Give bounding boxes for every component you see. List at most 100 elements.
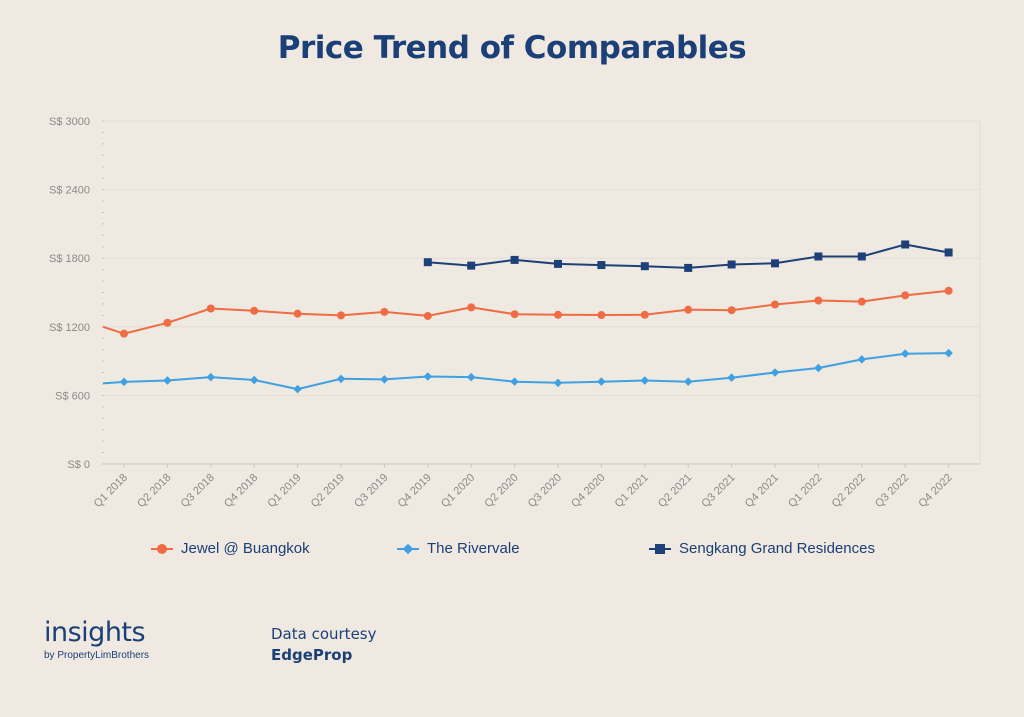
legend-label-sengkang: Sengkang Grand Residences [679, 540, 875, 557]
x-tick-label: Q4 2018 [222, 472, 260, 510]
x-tick-label: Q3 2020 [526, 472, 564, 510]
data-point [771, 259, 779, 268]
data-credit: Data courtesy EdgeProp [271, 624, 376, 666]
data-point [683, 377, 693, 386]
data-point [640, 310, 649, 319]
data-point [337, 311, 345, 320]
data-point [727, 260, 736, 269]
x-tick-label: Q2 2022 [830, 472, 868, 510]
x-tick-label: Q2 2019 [309, 472, 347, 510]
legend-marker-sengkang [649, 542, 671, 556]
data-point [510, 377, 519, 386]
data-point [814, 296, 823, 305]
y-tick-label: S$ 600 [55, 390, 90, 402]
data-point [293, 309, 302, 318]
x-tick-label: Q4 2021 [743, 472, 781, 510]
y-tick-label: S$ 1800 [49, 253, 90, 265]
data-point [814, 252, 823, 261]
legend-marker-rivervale [397, 542, 419, 556]
legend-item-jewel[interactable]: Jewel @ Buangkok [151, 540, 310, 557]
data-point [163, 376, 172, 385]
data-point [814, 363, 823, 373]
data-point [206, 304, 215, 313]
x-tick-label: Q1 2022 [786, 472, 824, 510]
x-tick-label: Q2 2018 [135, 472, 173, 510]
data-point [206, 372, 216, 382]
y-tick-label: S$ 2400 [49, 185, 90, 197]
x-tick-label: Q1 2021 [613, 472, 651, 510]
data-point [771, 300, 779, 309]
data-point [163, 318, 172, 327]
plot-area [103, 121, 980, 464]
x-tick-label: Q2 2021 [656, 472, 694, 510]
data-point [597, 261, 606, 270]
y-tick-label: S$ 3000 [49, 116, 90, 128]
data-point [727, 373, 736, 382]
data-point [857, 355, 867, 364]
data-point [467, 261, 476, 270]
data-point [380, 307, 389, 316]
data-point [597, 377, 606, 386]
data-point [597, 311, 606, 320]
data-point [119, 377, 129, 387]
series-group [102, 240, 953, 394]
brand-logo-sub: by PropertyLimBrothers [44, 650, 150, 661]
credit-label: Data courtesy [271, 625, 377, 643]
data-point [857, 297, 866, 306]
x-tick-label: Q4 2022 [916, 472, 954, 510]
data-point [770, 368, 780, 377]
x-tick-label: Q3 2022 [873, 472, 911, 510]
legend-marker-jewel [151, 542, 173, 556]
x-tick-label: Q1 2019 [265, 472, 303, 510]
data-point [640, 376, 650, 385]
data-point [510, 255, 519, 264]
brand-logo: insights by PropertyLimBrothers [44, 617, 150, 662]
x-tick-label: Q4 2019 [396, 472, 434, 510]
data-point [554, 310, 562, 319]
legend-label-rivervale: The Rivervale [427, 540, 520, 557]
data-point [293, 384, 302, 394]
data-point [857, 252, 866, 261]
x-tick-label: Q3 2018 [179, 472, 217, 510]
data-point [901, 240, 910, 249]
data-point [423, 258, 432, 267]
data-point [423, 311, 432, 320]
data-point [684, 263, 693, 272]
data-point [684, 305, 693, 314]
chart-title: Price Trend of Comparables [277, 30, 747, 66]
legend: Jewel @ Buangkok The Rivervale Sengkang … [0, 540, 1024, 564]
data-point [466, 372, 476, 382]
x-tick-label: Q4 2020 [569, 472, 607, 510]
data-point [554, 259, 562, 268]
brand-logo-main: insights [44, 617, 146, 648]
data-point [467, 303, 476, 312]
data-point [900, 349, 910, 358]
data-point [336, 374, 346, 384]
y-tick-label: S$ 0 [67, 459, 90, 471]
data-point [553, 378, 563, 388]
data-point [423, 372, 433, 381]
credit-source: EdgeProp [271, 646, 353, 664]
data-point [944, 248, 953, 257]
x-axis: Q1 2018 Q2 2018 Q3 2018 Q4 2018 Q1 2019 Q2 20… [92, 463, 980, 510]
data-point [944, 286, 953, 295]
data-point [510, 310, 519, 319]
x-tick-label: Q3 2019 [352, 472, 390, 510]
x-tick-label: Q2 2020 [482, 472, 520, 510]
data-point [640, 262, 649, 271]
data-point [901, 291, 910, 300]
data-point [380, 375, 389, 384]
data-point [727, 306, 736, 315]
data-point [944, 348, 953, 358]
x-tick-label: Q3 2021 [699, 472, 737, 510]
data-point [249, 375, 259, 385]
data-point [120, 329, 128, 338]
x-tick-label: Q1 2020 [439, 472, 477, 510]
legend-label-jewel: Jewel @ Buangkok [181, 540, 310, 557]
legend-item-sengkang[interactable]: Sengkang Grand Residences [649, 540, 875, 557]
legend-item-rivervale[interactable]: The Rivervale [397, 540, 520, 557]
y-tick-label: S$ 1200 [49, 322, 90, 334]
line-chart: S$ 0 S$ 600 S$ 1200 S$ 1800 S$ 2400 S$ 3000 Q… [49, 116, 981, 510]
x-tick-label: Q1 2018 [92, 472, 130, 510]
